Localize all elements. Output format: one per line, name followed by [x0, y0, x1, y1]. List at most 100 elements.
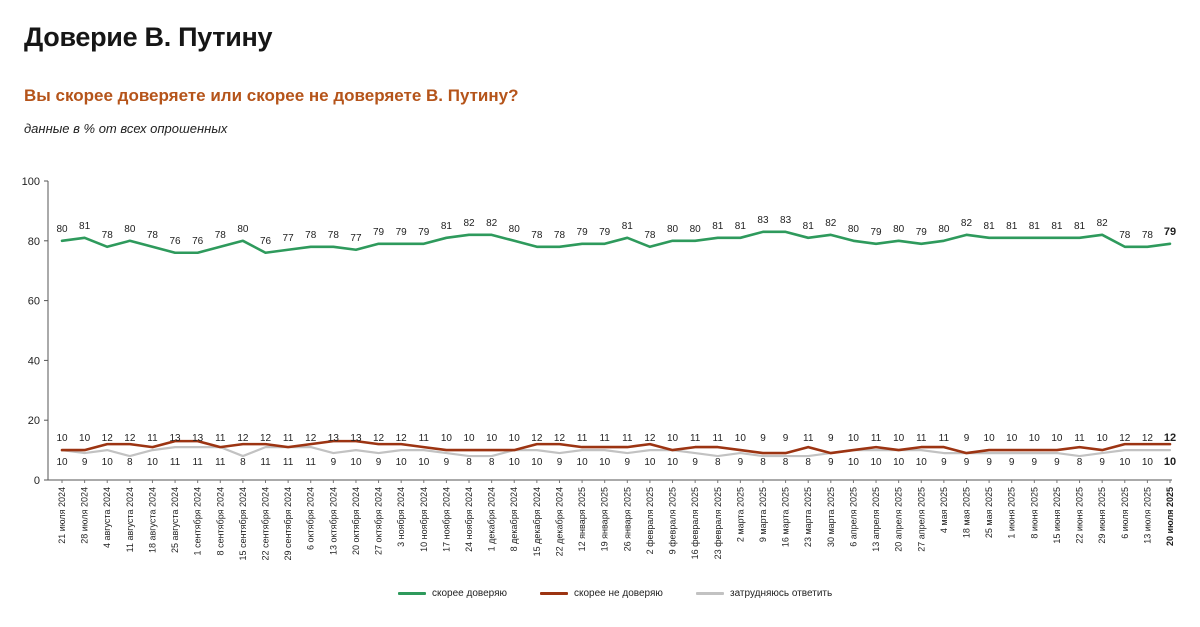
- x-tick-label: 20 октября 2024: [351, 487, 361, 555]
- data-label-trust: 80: [124, 224, 136, 235]
- data-label-trust: 81: [984, 221, 996, 232]
- x-tick-label: 26 января 2025: [622, 487, 632, 551]
- data-label-distrust: 11: [599, 433, 610, 444]
- data-label-distrust: 9: [760, 433, 766, 444]
- x-tick-label: 6 июля 2025: [1120, 487, 1130, 539]
- data-label-undecided: 10: [418, 457, 430, 468]
- x-tick-label: 15 сентября 2024: [238, 487, 248, 560]
- series-line-trust: [60, 230, 1172, 255]
- x-tick-label: 28 июля 2024: [80, 487, 90, 544]
- data-label-trust: 80: [938, 224, 950, 235]
- data-label-distrust: 13: [350, 433, 362, 444]
- x-tick-label: 13 октября 2024: [328, 487, 338, 555]
- data-label-trust: 80: [893, 224, 905, 235]
- data-label-trust: 81: [803, 221, 815, 232]
- data-label-distrust: 11: [871, 433, 882, 444]
- page-title: Доверие В. Путину: [24, 22, 273, 52]
- data-label-distrust: 12: [1119, 433, 1131, 444]
- data-label-trust: 79: [599, 227, 611, 238]
- x-tick-label: 1 декабря 2024: [487, 487, 497, 551]
- data-label-trust: 81: [79, 221, 91, 232]
- x-tick-label: 24 ноября 2024: [464, 487, 474, 552]
- data-label-distrust: 12: [102, 433, 114, 444]
- data-label-distrust: 10: [984, 433, 996, 444]
- data-label-trust: 82: [463, 218, 475, 229]
- legend-label-undecided: затрудняюсь ответить: [730, 588, 833, 599]
- data-label-trust: 78: [215, 230, 227, 241]
- data-label-undecided: 10: [1142, 457, 1154, 468]
- x-tick-label: 19 января 2025: [600, 487, 610, 551]
- x-tick-label: 20 июля 2025: [1165, 487, 1175, 546]
- series-line-undecided: [60, 446, 1172, 458]
- data-label-trust: 78: [328, 230, 340, 241]
- data-label-distrust: 9: [828, 433, 834, 444]
- data-label-undecided: 8: [760, 457, 766, 468]
- data-label-distrust: 10: [56, 433, 68, 444]
- data-label-undecided: 8: [805, 457, 811, 468]
- data-label-distrust: 11: [1074, 433, 1085, 444]
- x-tick-label: 16 марта 2025: [781, 487, 791, 547]
- data-label-undecided: 10: [644, 457, 656, 468]
- data-label-undecided: 10: [1119, 457, 1131, 468]
- data-label-undecided: 9: [376, 457, 382, 468]
- data-label-undecided: 9: [1032, 457, 1038, 468]
- data-label-trust: 81: [622, 221, 634, 232]
- x-tick-label: 6 апреля 2025: [848, 487, 858, 547]
- data-label-undecided: 8: [783, 457, 789, 468]
- data-label-trust: 81: [441, 221, 453, 232]
- x-tick-label: 25 августа 2024: [170, 487, 180, 553]
- data-label-trust: 79: [577, 227, 589, 238]
- data-label-distrust: 12: [260, 433, 272, 444]
- x-tick-label: 29 июня 2025: [1097, 487, 1107, 544]
- data-label-trust: 83: [780, 215, 792, 226]
- data-label-undecided: 10: [916, 457, 928, 468]
- data-label-distrust: 10: [667, 433, 679, 444]
- x-tick-label: 30 марта 2025: [826, 487, 836, 547]
- data-label-distrust: 11: [283, 433, 294, 444]
- legend-swatch-distrust: [540, 592, 568, 595]
- survey-question: Вы скорее доверяете или скорее не доверя…: [24, 86, 519, 105]
- data-label-distrust: 10: [735, 433, 747, 444]
- legend-label-distrust: скорее не доверяю: [574, 588, 663, 599]
- data-label-undecided: 8: [1077, 457, 1083, 468]
- x-tick-label: 2 февраля 2025: [645, 487, 655, 554]
- data-label-undecided: 8: [240, 457, 246, 468]
- x-tick-label: 18 августа 2024: [147, 487, 157, 553]
- data-label-trust: 78: [102, 230, 114, 241]
- chart-subtitle: данные в % от всех опрошенных: [24, 121, 228, 136]
- legend-swatch-undecided: [696, 592, 724, 595]
- legend-item-distrust: скорее не доверяю: [540, 588, 663, 599]
- data-label-trust: 78: [147, 230, 159, 241]
- legend-swatch-trust: [398, 592, 426, 595]
- data-label-undecided: 9: [941, 457, 947, 468]
- x-tick-label: 8 июня 2025: [1029, 487, 1039, 539]
- data-label-distrust: 10: [848, 433, 860, 444]
- data-label-distrust: 12: [1142, 433, 1154, 444]
- data-label-undecided: 10: [396, 457, 408, 468]
- data-label-distrust: 13: [328, 433, 340, 444]
- data-label-trust: 78: [305, 230, 317, 241]
- data-label-distrust: 10: [1006, 433, 1018, 444]
- data-label-undecided: 9: [82, 457, 88, 468]
- data-label-undecided: 11: [260, 457, 271, 468]
- data-label-distrust: 11: [916, 433, 927, 444]
- data-label-undecided: 9: [1009, 457, 1015, 468]
- data-label-undecided: 10: [599, 457, 611, 468]
- data-label-undecided: 10: [350, 457, 362, 468]
- data-label-undecided: 9: [1099, 457, 1105, 468]
- data-label-trust: 79: [870, 227, 882, 238]
- data-label-undecided: 11: [170, 457, 181, 468]
- data-label-distrust: 10: [463, 433, 475, 444]
- data-label-distrust: 9: [964, 433, 970, 444]
- data-label-undecided: 10: [56, 457, 68, 468]
- data-label-distrust: 9: [783, 433, 789, 444]
- data-label-trust: 79: [1164, 226, 1176, 238]
- data-label-undecided: 10: [102, 457, 114, 468]
- y-tick-label: 0: [34, 475, 40, 487]
- x-tick-label: 27 октября 2024: [374, 487, 384, 555]
- data-label-distrust: 12: [237, 433, 249, 444]
- data-label-distrust: 10: [1051, 433, 1063, 444]
- x-tick-label: 20 апреля 2025: [894, 487, 904, 552]
- data-label-distrust: 11: [713, 433, 724, 444]
- data-label-trust: 82: [961, 218, 973, 229]
